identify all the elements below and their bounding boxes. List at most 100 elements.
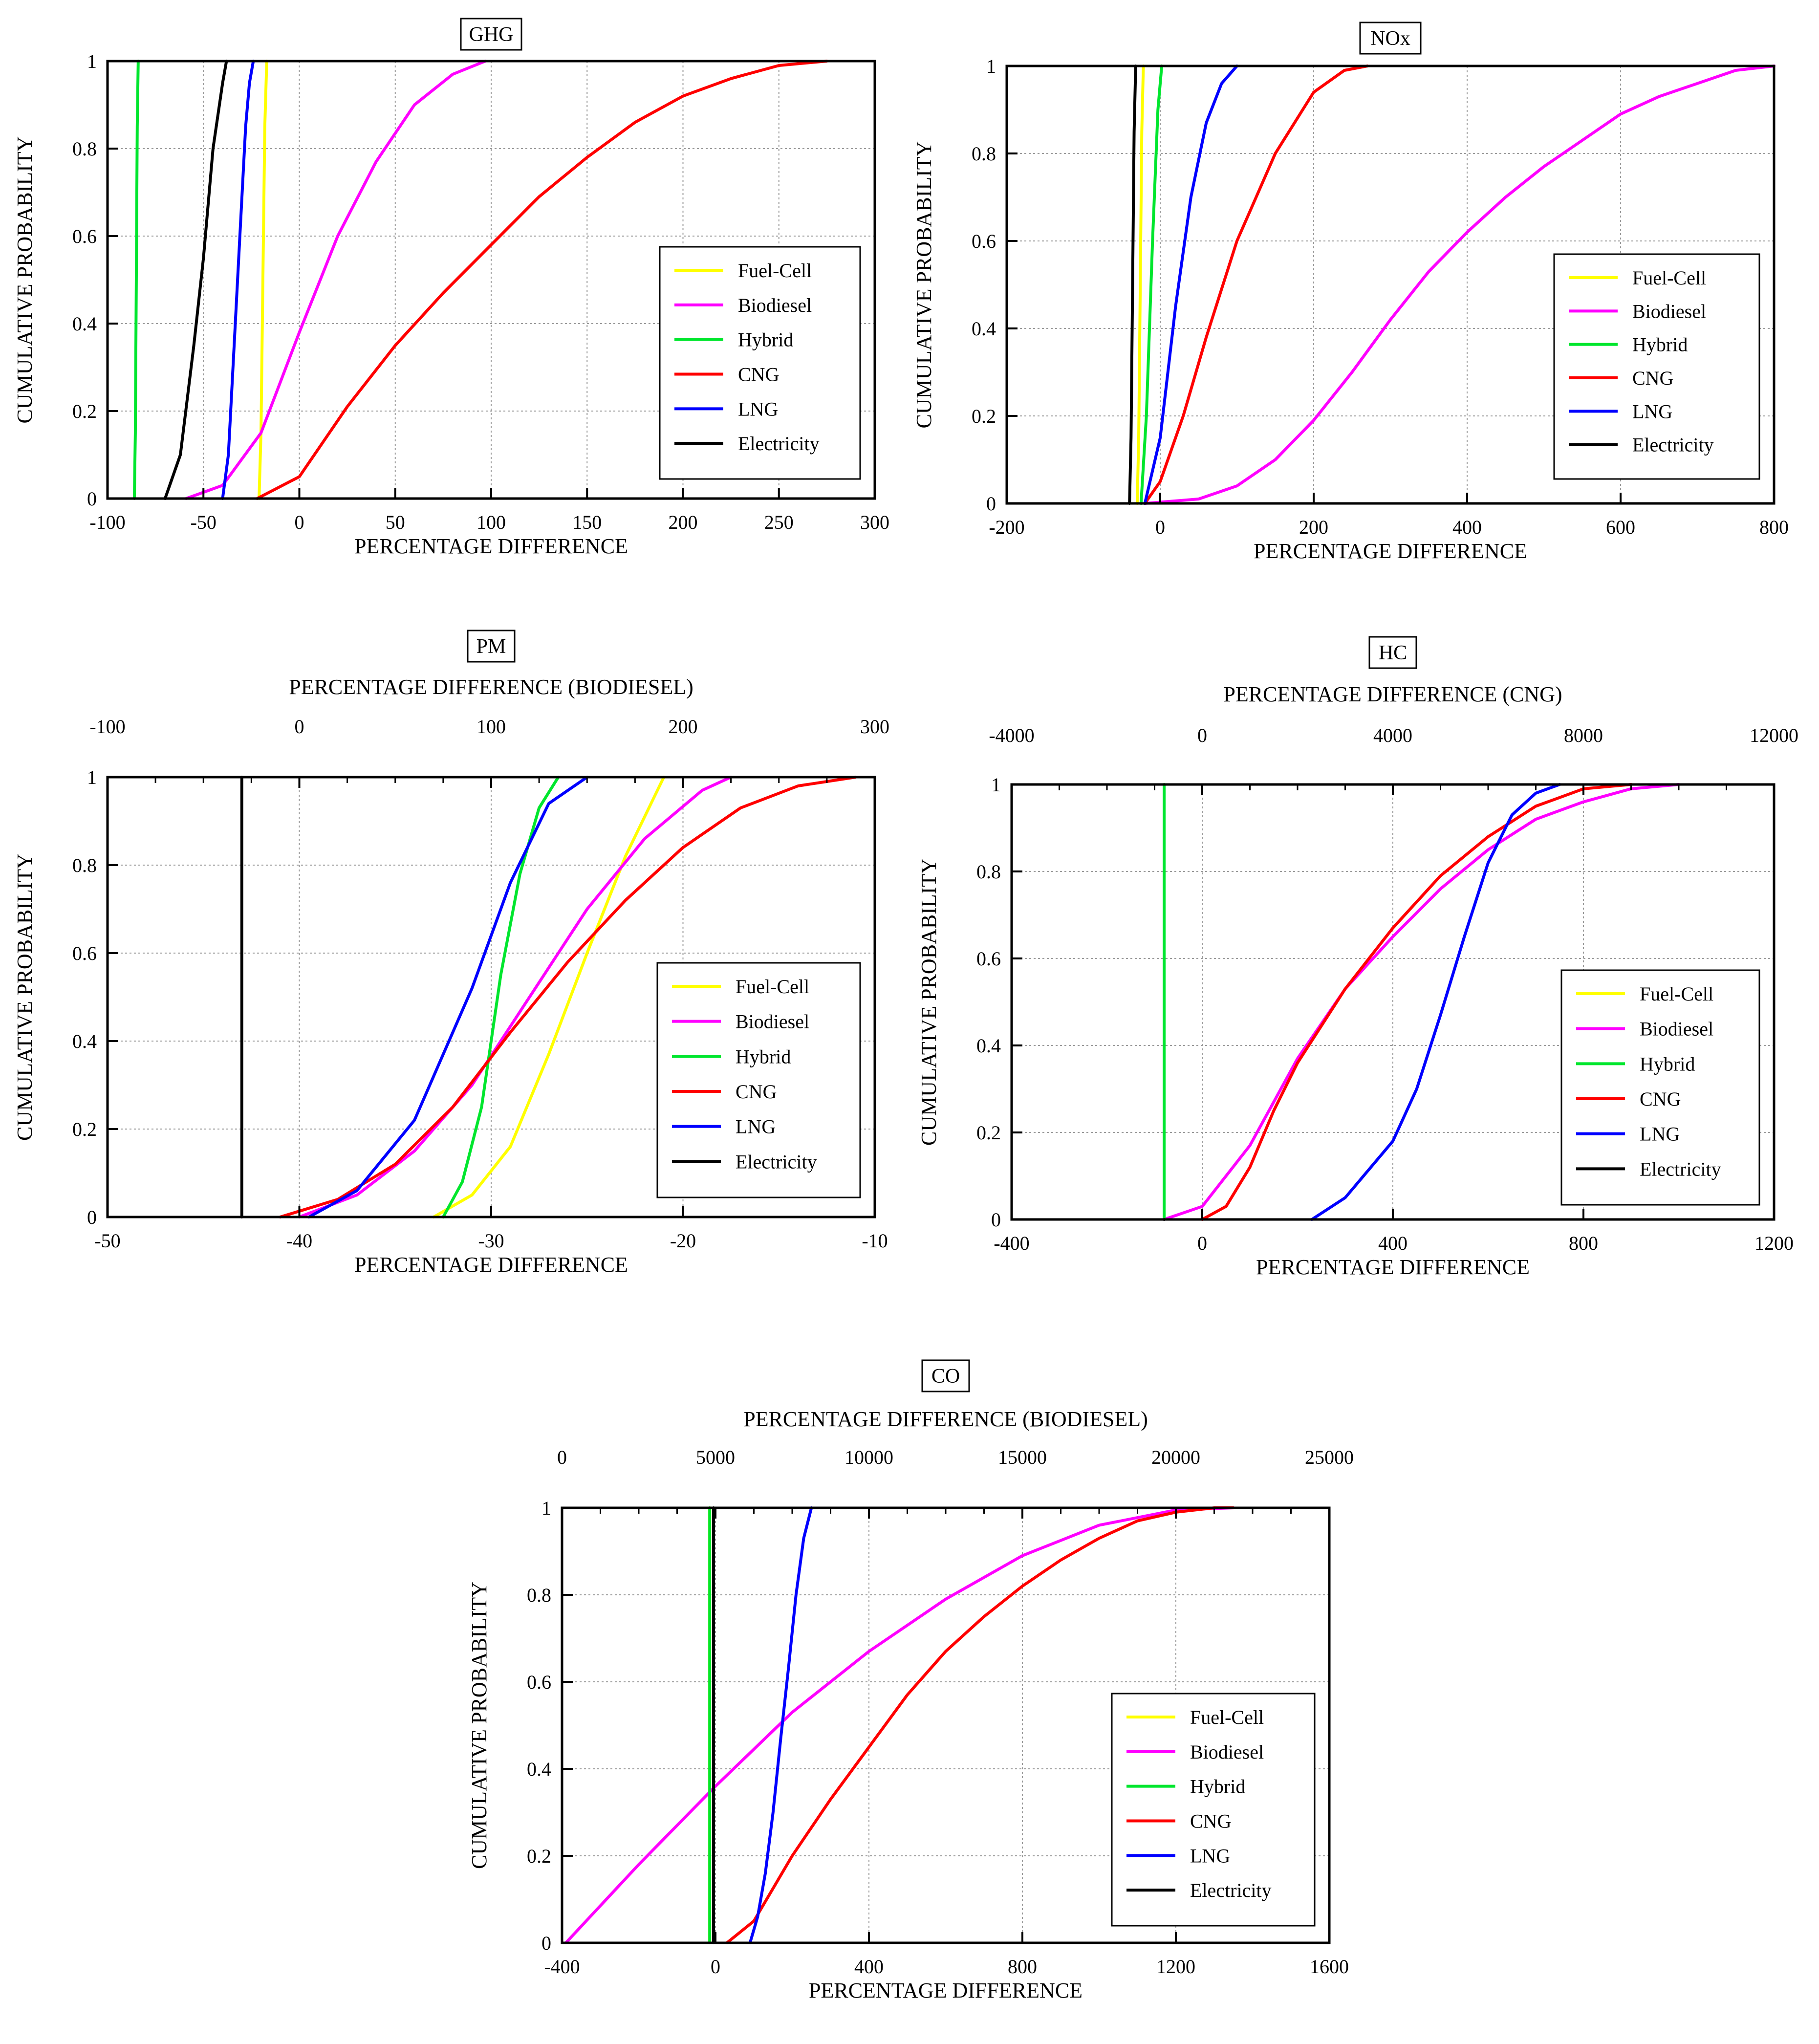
x2-tick-label: 12000 — [1750, 724, 1798, 746]
y-axis-label: CUMULATIVE PROBABILITY — [13, 136, 37, 424]
legend: Fuel-Cell Biodiesel Hybrid CNG LNG Electricit… — [656, 962, 861, 1198]
x-tick-label: 400 — [854, 1956, 884, 1978]
y-tick-label: 0.6 — [72, 225, 97, 247]
legend-label-cng: CNG — [1190, 1810, 1231, 1832]
x-tick-label: 0 — [295, 511, 304, 533]
x2-tick-label: 300 — [860, 716, 889, 738]
x-tick-label: 300 — [860, 511, 889, 533]
x-tick-label: -50 — [94, 1230, 120, 1252]
legend: Fuel-Cell Biodiesel Hybrid CNG LNG Electricit… — [659, 246, 861, 480]
x-tick-label: -400 — [994, 1232, 1029, 1254]
legend-label-fuel-cell: Fuel-Cell — [736, 976, 809, 998]
y-tick-label: 0.2 — [527, 1845, 551, 1867]
x-tick-label: -100 — [89, 511, 125, 533]
series-line-electricity — [1128, 65, 1137, 505]
chart-hc: 00.20.40.60.81-400 0 400 800 1200PERCENTAGE … — [917, 636, 1798, 1279]
x-tick-label: 800 — [1569, 1232, 1598, 1254]
x-axis-label: PERCENTAGE DIFFERENCE — [1256, 1255, 1530, 1279]
legend-label-biodiesel: Biodiesel — [1632, 300, 1706, 322]
chart-title: GHG — [469, 23, 514, 46]
series-line-fuel-cell — [432, 776, 666, 1218]
legend-label-electricity: Electricity — [1190, 1879, 1272, 1901]
x-tick-label: -10 — [862, 1230, 888, 1252]
x-tick-label: 1600 — [1310, 1956, 1349, 1978]
series-line-cng — [256, 60, 828, 500]
legend-label-fuel-cell: Fuel-Cell — [1632, 267, 1706, 289]
series-line-electricity — [163, 60, 228, 500]
y-tick-label: 0 — [541, 1932, 551, 1954]
y-tick-label: 1 — [87, 50, 97, 72]
legend: Fuel-Cell Biodiesel Hybrid CNG LNG Electricit… — [1553, 253, 1760, 480]
y-tick-label: 0.4 — [72, 313, 97, 335]
series-line-cng — [1143, 65, 1369, 505]
chart-nox: 00.20.40.60.81-200 0 200 400 600 800PERCENTAG… — [912, 22, 1789, 563]
x-tick-label: 800 — [1008, 1956, 1037, 1978]
x-tick-label: 600 — [1606, 516, 1635, 538]
y-tick-label: 0.6 — [976, 948, 1001, 970]
x2-tick-label: 15000 — [998, 1446, 1047, 1468]
y-axis-label: CUMULATIVE PROBABILITY — [13, 853, 37, 1141]
x-tick-label: -30 — [478, 1230, 504, 1252]
legend-box — [1111, 1693, 1316, 1927]
y-tick-label: 0.8 — [527, 1584, 551, 1606]
chart-ghg: 0 0.2 0.4 0.6 0.8 1 -100 -50 0 50 100 150 200 250 300 P… — [13, 18, 889, 558]
legend-label-biodiesel: Biodiesel — [1190, 1741, 1264, 1763]
chart-pm: 0 0.2 0.4 0.6 0.8 1 -50 -40 -30 -20 -10 PERCENTAGE … — [13, 630, 889, 1277]
legend-label-fuel-cell: Fuel-Cell — [738, 260, 812, 282]
x-tick-label: 50 — [386, 511, 405, 533]
y-tick-label: 1 — [87, 766, 97, 788]
x-tick-label: 800 — [1759, 516, 1789, 538]
x2-tick-label: -4000 — [989, 724, 1034, 746]
legend-label-hybrid: Hybrid — [1190, 1776, 1245, 1798]
x2-tick-label: 0 — [295, 716, 304, 738]
series-line-hybrid — [132, 60, 140, 500]
chart-title: HC — [1379, 642, 1407, 664]
x-tick-label: 250 — [764, 511, 794, 533]
y-tick-label: 0.8 — [72, 138, 97, 160]
y-tick-label: 0.4 — [972, 318, 996, 340]
legend-label-cng: CNG — [738, 364, 779, 386]
chart-title: PM — [476, 635, 506, 658]
x2-tick-label: 0 — [1197, 724, 1207, 746]
y-tick-label: 0.6 — [72, 942, 97, 964]
y-tick-label: 1 — [991, 774, 1001, 796]
y-tick-label: 1 — [541, 1497, 551, 1519]
y-tick-label: 0.6 — [972, 230, 996, 252]
legend: Fuel-Cell Biodiesel Hybrid CNG LNG Electricit… — [1111, 1693, 1316, 1927]
legend-label-biodiesel: Biodiesel — [738, 294, 812, 316]
y-tick-label: 0.4 — [527, 1758, 551, 1780]
legend-box — [659, 246, 861, 480]
x-tick-label: 200 — [669, 511, 698, 533]
x2-tick-label: 200 — [669, 716, 698, 738]
legend-label-hybrid: Hybrid — [1640, 1053, 1695, 1075]
x2-tick-label: 25000 — [1305, 1446, 1354, 1468]
legend-label-cng: CNG — [1632, 367, 1673, 389]
series-line-cng — [1201, 783, 1633, 1221]
series-line-fuel-cell — [258, 60, 268, 500]
y-tick-label: 1 — [986, 55, 996, 77]
legend-label-lng: LNG — [1632, 400, 1672, 422]
legend-label-electricity: Electricity — [1632, 434, 1714, 456]
y-tick-label: 0.4 — [976, 1035, 1001, 1057]
y-tick-label: 0.2 — [972, 405, 996, 427]
legend-label-lng: LNG — [1190, 1845, 1230, 1867]
x-tick-label: 1200 — [1156, 1956, 1195, 1978]
x-tick-label: 1200 — [1754, 1232, 1794, 1254]
series-line-lng — [748, 1506, 813, 1944]
x2-tick-label: 8000 — [1564, 724, 1603, 746]
y-tick-label: 0.6 — [527, 1671, 551, 1693]
x2-tick-label: 0 — [557, 1446, 567, 1468]
series-line-biodiesel — [564, 1506, 1235, 1944]
legend-label-fuel-cell: Fuel-Cell — [1640, 983, 1713, 1005]
x-tick-label: 100 — [476, 511, 506, 533]
y-tick-label: 0.2 — [976, 1122, 1001, 1144]
series-line-lng — [307, 776, 589, 1218]
legend-box — [1560, 969, 1760, 1206]
x2-tick-label: 5000 — [696, 1446, 735, 1468]
legend-label-biodiesel: Biodiesel — [1640, 1018, 1713, 1040]
legend-label-cng: CNG — [1640, 1088, 1681, 1110]
y-tick-label: 0 — [87, 1206, 97, 1228]
x-tick-label: -40 — [286, 1230, 312, 1252]
series-line-fuel-cell — [1135, 65, 1145, 505]
